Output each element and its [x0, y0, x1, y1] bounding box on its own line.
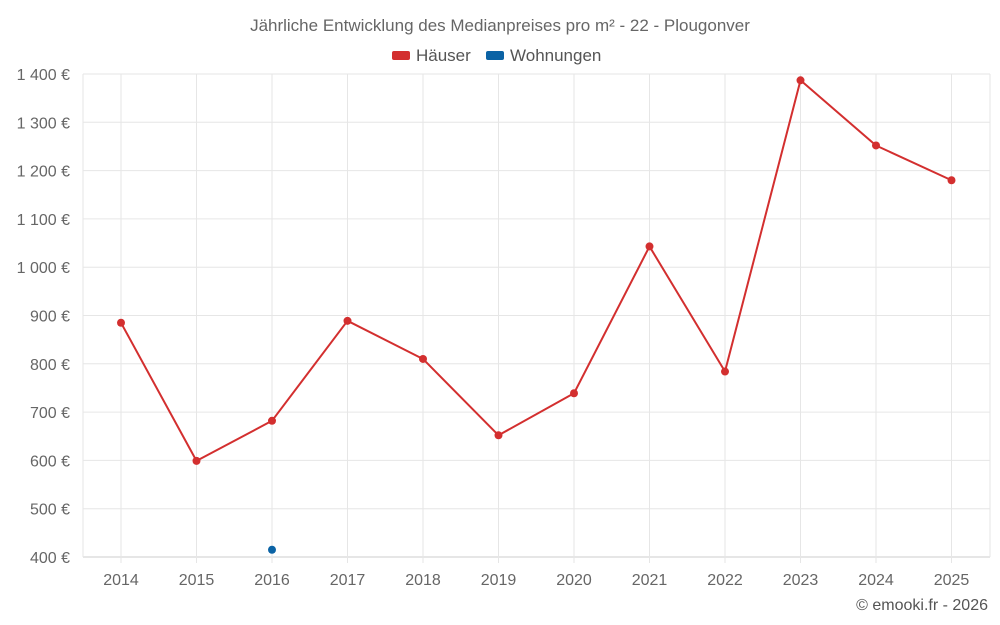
x-tick-label: 2015 — [179, 572, 215, 589]
x-axis-ticks: 2014 2015 2016 2017 2018 2019 2020 2021 2022 2023… — [103, 572, 969, 589]
y-tick-label: 1 000 € — [17, 260, 70, 277]
x-tick-label: 2024 — [858, 572, 894, 589]
data-point-haeuser[interactable] — [872, 141, 880, 150]
credit-text: © emooki.fr - 2026 — [856, 597, 988, 614]
legend-swatch-wohnungen — [486, 51, 504, 60]
data-point-haeuser[interactable] — [947, 176, 956, 185]
x-tick-label: 2018 — [405, 572, 441, 589]
data-point-haeuser[interactable] — [721, 367, 729, 376]
data-point-haeuser[interactable] — [645, 242, 654, 251]
y-tick-label: 400 € — [30, 550, 70, 567]
legend: Häuser Wohnungen — [392, 46, 601, 65]
x-tick-label: 2016 — [254, 572, 290, 589]
legend-label-wohnungen: Wohnungen — [510, 46, 601, 65]
data-point-haeuser[interactable] — [268, 416, 276, 425]
data-point-haeuser[interactable] — [343, 316, 352, 325]
data-point-haeuser[interactable] — [117, 318, 125, 327]
series-line-haeuser — [120, 79, 952, 462]
y-tick-label: 500 € — [30, 502, 70, 519]
series — [117, 76, 956, 554]
data-point-haeuser[interactable] — [419, 354, 427, 363]
x-tick-label: 2025 — [934, 572, 970, 589]
x-tick-label: 2017 — [330, 572, 366, 589]
y-tick-label: 1 400 € — [17, 67, 70, 84]
x-tick-label: 2019 — [481, 572, 517, 589]
y-tick-label: 1 300 € — [17, 115, 70, 132]
x-tick-label: 2023 — [783, 572, 819, 589]
legend-swatch-haeuser — [392, 51, 410, 60]
x-tick-label: 2021 — [632, 572, 668, 589]
y-tick-label: 800 € — [30, 357, 70, 374]
chart-title: Jährliche Entwicklung des Medianpreises … — [250, 16, 750, 35]
x-tick-label: 2020 — [556, 572, 592, 589]
y-tick-label: 900 € — [30, 309, 70, 326]
data-point-haeuser[interactable] — [192, 456, 201, 465]
grid — [82, 73, 991, 563]
y-tick-label: 600 € — [30, 453, 70, 470]
data-point-haeuser[interactable] — [796, 76, 805, 85]
data-point-haeuser[interactable] — [494, 431, 503, 440]
legend-item-haeuser[interactable]: Häuser — [392, 46, 471, 65]
y-tick-label: 1 200 € — [17, 164, 70, 181]
y-tick-label: 700 € — [30, 405, 70, 422]
data-point-haeuser[interactable] — [570, 389, 578, 398]
legend-item-wohnungen[interactable]: Wohnungen — [486, 46, 601, 65]
data-point-wohnungen[interactable] — [268, 545, 276, 554]
x-tick-label: 2022 — [707, 572, 743, 589]
legend-label-haeuser: Häuser — [416, 46, 471, 65]
y-axis-ticks: 400 € 500 € 600 € 700 € 800 € 900 € 1 000 € 1 1… — [17, 67, 70, 567]
x-tick-label: 2014 — [103, 572, 139, 589]
y-tick-label: 1 100 € — [17, 212, 70, 229]
